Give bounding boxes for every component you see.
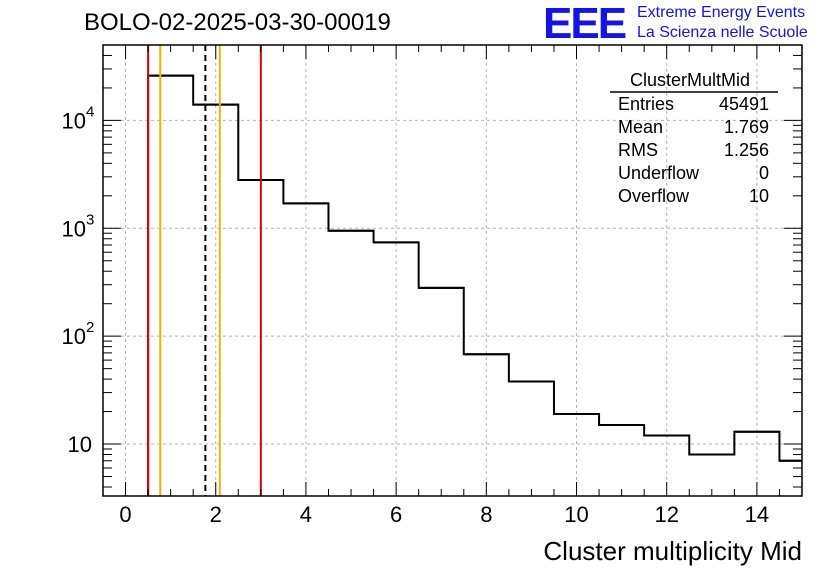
stats-box-title: ClusterMultMid	[630, 70, 750, 90]
plot-frame	[102, 44, 803, 497]
x-tick-label: 6	[390, 502, 402, 527]
stats-row-label: Entries	[618, 94, 674, 114]
stats-box-layer: ClusterMultMid Entries 45491 Mean 1.769 RMS 1.…	[610, 70, 778, 206]
run-title: BOLO-02-2025-03-30-00019	[84, 9, 391, 36]
x-tick-label: 4	[300, 502, 312, 527]
y-tick-label-exponent: 4	[86, 103, 94, 120]
x-tick-label: 8	[480, 502, 492, 527]
y-tick-label-base: 10	[62, 108, 86, 133]
histogram-outline	[147, 74, 802, 496]
reference-lines-layer	[147, 45, 262, 496]
y-tick-label-base: 10	[62, 216, 86, 241]
stats-row-value: 0	[759, 163, 769, 183]
x-tick-label: 10	[564, 502, 588, 527]
eee-logo-line-1: Extreme Energy Events	[637, 4, 806, 21]
stats-row-value: 10	[749, 186, 769, 206]
stats-row-value: 1.256	[724, 140, 769, 160]
stats-row-label: Overflow	[618, 186, 690, 206]
histogram-layer	[147, 74, 802, 496]
x-tick-label: 0	[119, 502, 131, 527]
stats-row-label: Underflow	[618, 163, 700, 183]
x-tick-label: 14	[745, 502, 769, 527]
stats-row-value: 45491	[719, 94, 769, 114]
y-tick-label: 10 3	[62, 211, 95, 241]
stats-row-label: Mean	[618, 117, 663, 137]
y-tick-label-base: 10	[68, 432, 92, 457]
x-tick-label: 12	[654, 502, 678, 527]
stats-row-label: RMS	[618, 140, 658, 160]
y-tick-label-base: 10	[62, 324, 86, 349]
stats-row-value: 1.769	[724, 117, 769, 137]
y-tick-label-exponent: 2	[86, 319, 94, 336]
y-tick-label: 10 4	[62, 103, 95, 133]
eee-logo-mark: EEE	[543, 0, 627, 48]
eee-logo-line-2: La Scienza nelle Scuole	[637, 24, 808, 41]
grid-layer	[103, 45, 802, 496]
x-tick-label: 2	[210, 502, 222, 527]
y-tick-label: 10	[68, 432, 92, 457]
y-tick-label: 10 2	[62, 319, 95, 349]
y-tick-label-exponent: 3	[86, 211, 94, 228]
x-axis-label: Cluster multiplicity Mid	[543, 536, 802, 566]
